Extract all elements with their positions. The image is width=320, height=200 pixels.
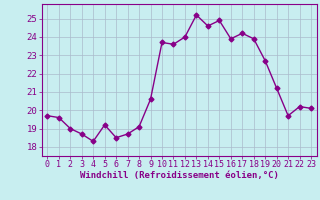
X-axis label: Windchill (Refroidissement éolien,°C): Windchill (Refroidissement éolien,°C)	[80, 171, 279, 180]
